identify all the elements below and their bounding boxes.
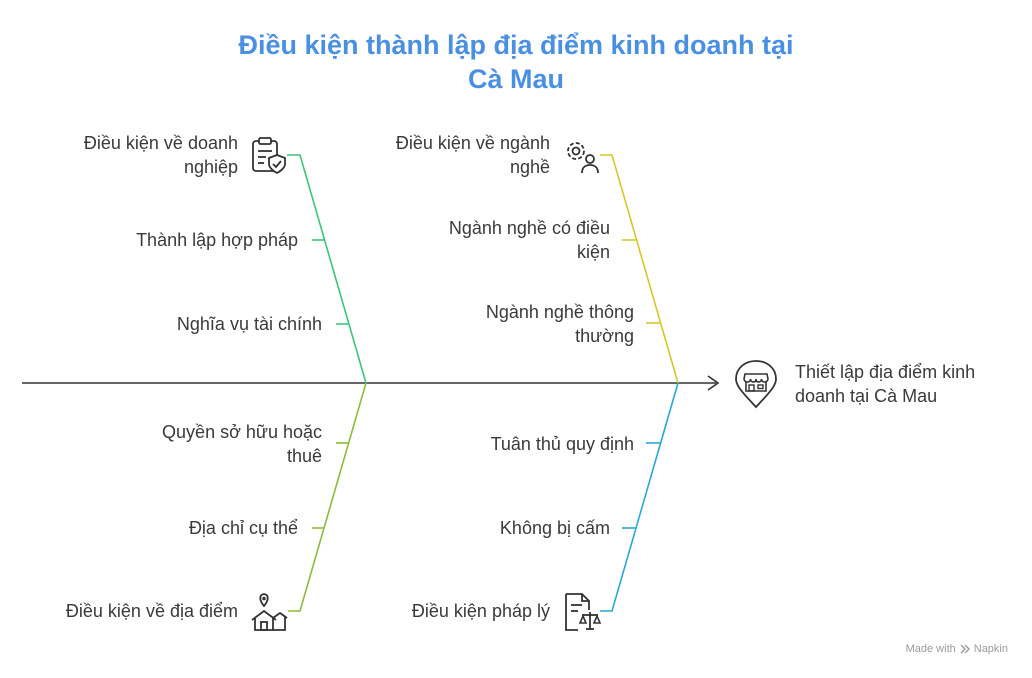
item-nganh-nghe-thong-thuong: Ngành nghề thông thường <box>485 302 634 346</box>
bone-bottom-right <box>600 382 679 612</box>
item-khong-bi-cam: Không bị cấm <box>499 518 610 538</box>
item-quyen-so-huu-hoac-thue: Quyền sở hữu hoặc thuê <box>162 422 322 466</box>
store-location-icon <box>735 360 777 409</box>
watermark: Made with Napkin <box>906 643 1008 655</box>
gear-person-icon <box>567 142 599 174</box>
title-line-1: Điều kiện thành lập địa điểm kinh doanh … <box>238 30 794 60</box>
bone-title-bottom-right: Điều kiện pháp lý <box>411 601 550 621</box>
item-dia-chi-cu-the: Địa chỉ cụ thể <box>188 518 298 538</box>
head-label: Thiết lập địa điểm kinh doanh tại Cà Mau <box>795 362 976 406</box>
house-location-icon <box>251 593 288 631</box>
item-nganh-nghe-co-dieu-kien: Ngành nghề có điều kiện <box>448 218 610 262</box>
watermark-brand: Napkin <box>973 643 1008 655</box>
bone-bottom-left <box>288 382 367 612</box>
bone-top-left <box>287 154 367 384</box>
item-tuan-thu-quy-dinh: Tuân thủ quy định <box>490 434 634 454</box>
diagram-title: Điều kiện thành lập địa điểm kinh doanh … <box>0 28 1032 96</box>
clipboard-shield-icon <box>252 137 286 175</box>
napkin-logo-icon <box>960 644 970 654</box>
document-scale-icon <box>565 593 602 631</box>
item-thanh-lap-hop-phap: Thành lập hợp pháp <box>136 230 298 250</box>
bone-title-bottom-left: Điều kiện về địa điểm <box>65 601 238 621</box>
title-line-2: Cà Mau <box>467 64 565 94</box>
bone-title-top-left: Điều kiện về doanh nghiệp <box>83 133 238 177</box>
watermark-prefix: Made with <box>905 643 956 655</box>
item-nghia-vu-tai-chinh: Nghĩa vụ tài chính <box>176 314 322 334</box>
spine-arrowhead <box>707 375 720 391</box>
bone-top-right <box>600 154 679 384</box>
bone-title-top-right: Điều kiện về ngành nghề <box>395 133 550 177</box>
